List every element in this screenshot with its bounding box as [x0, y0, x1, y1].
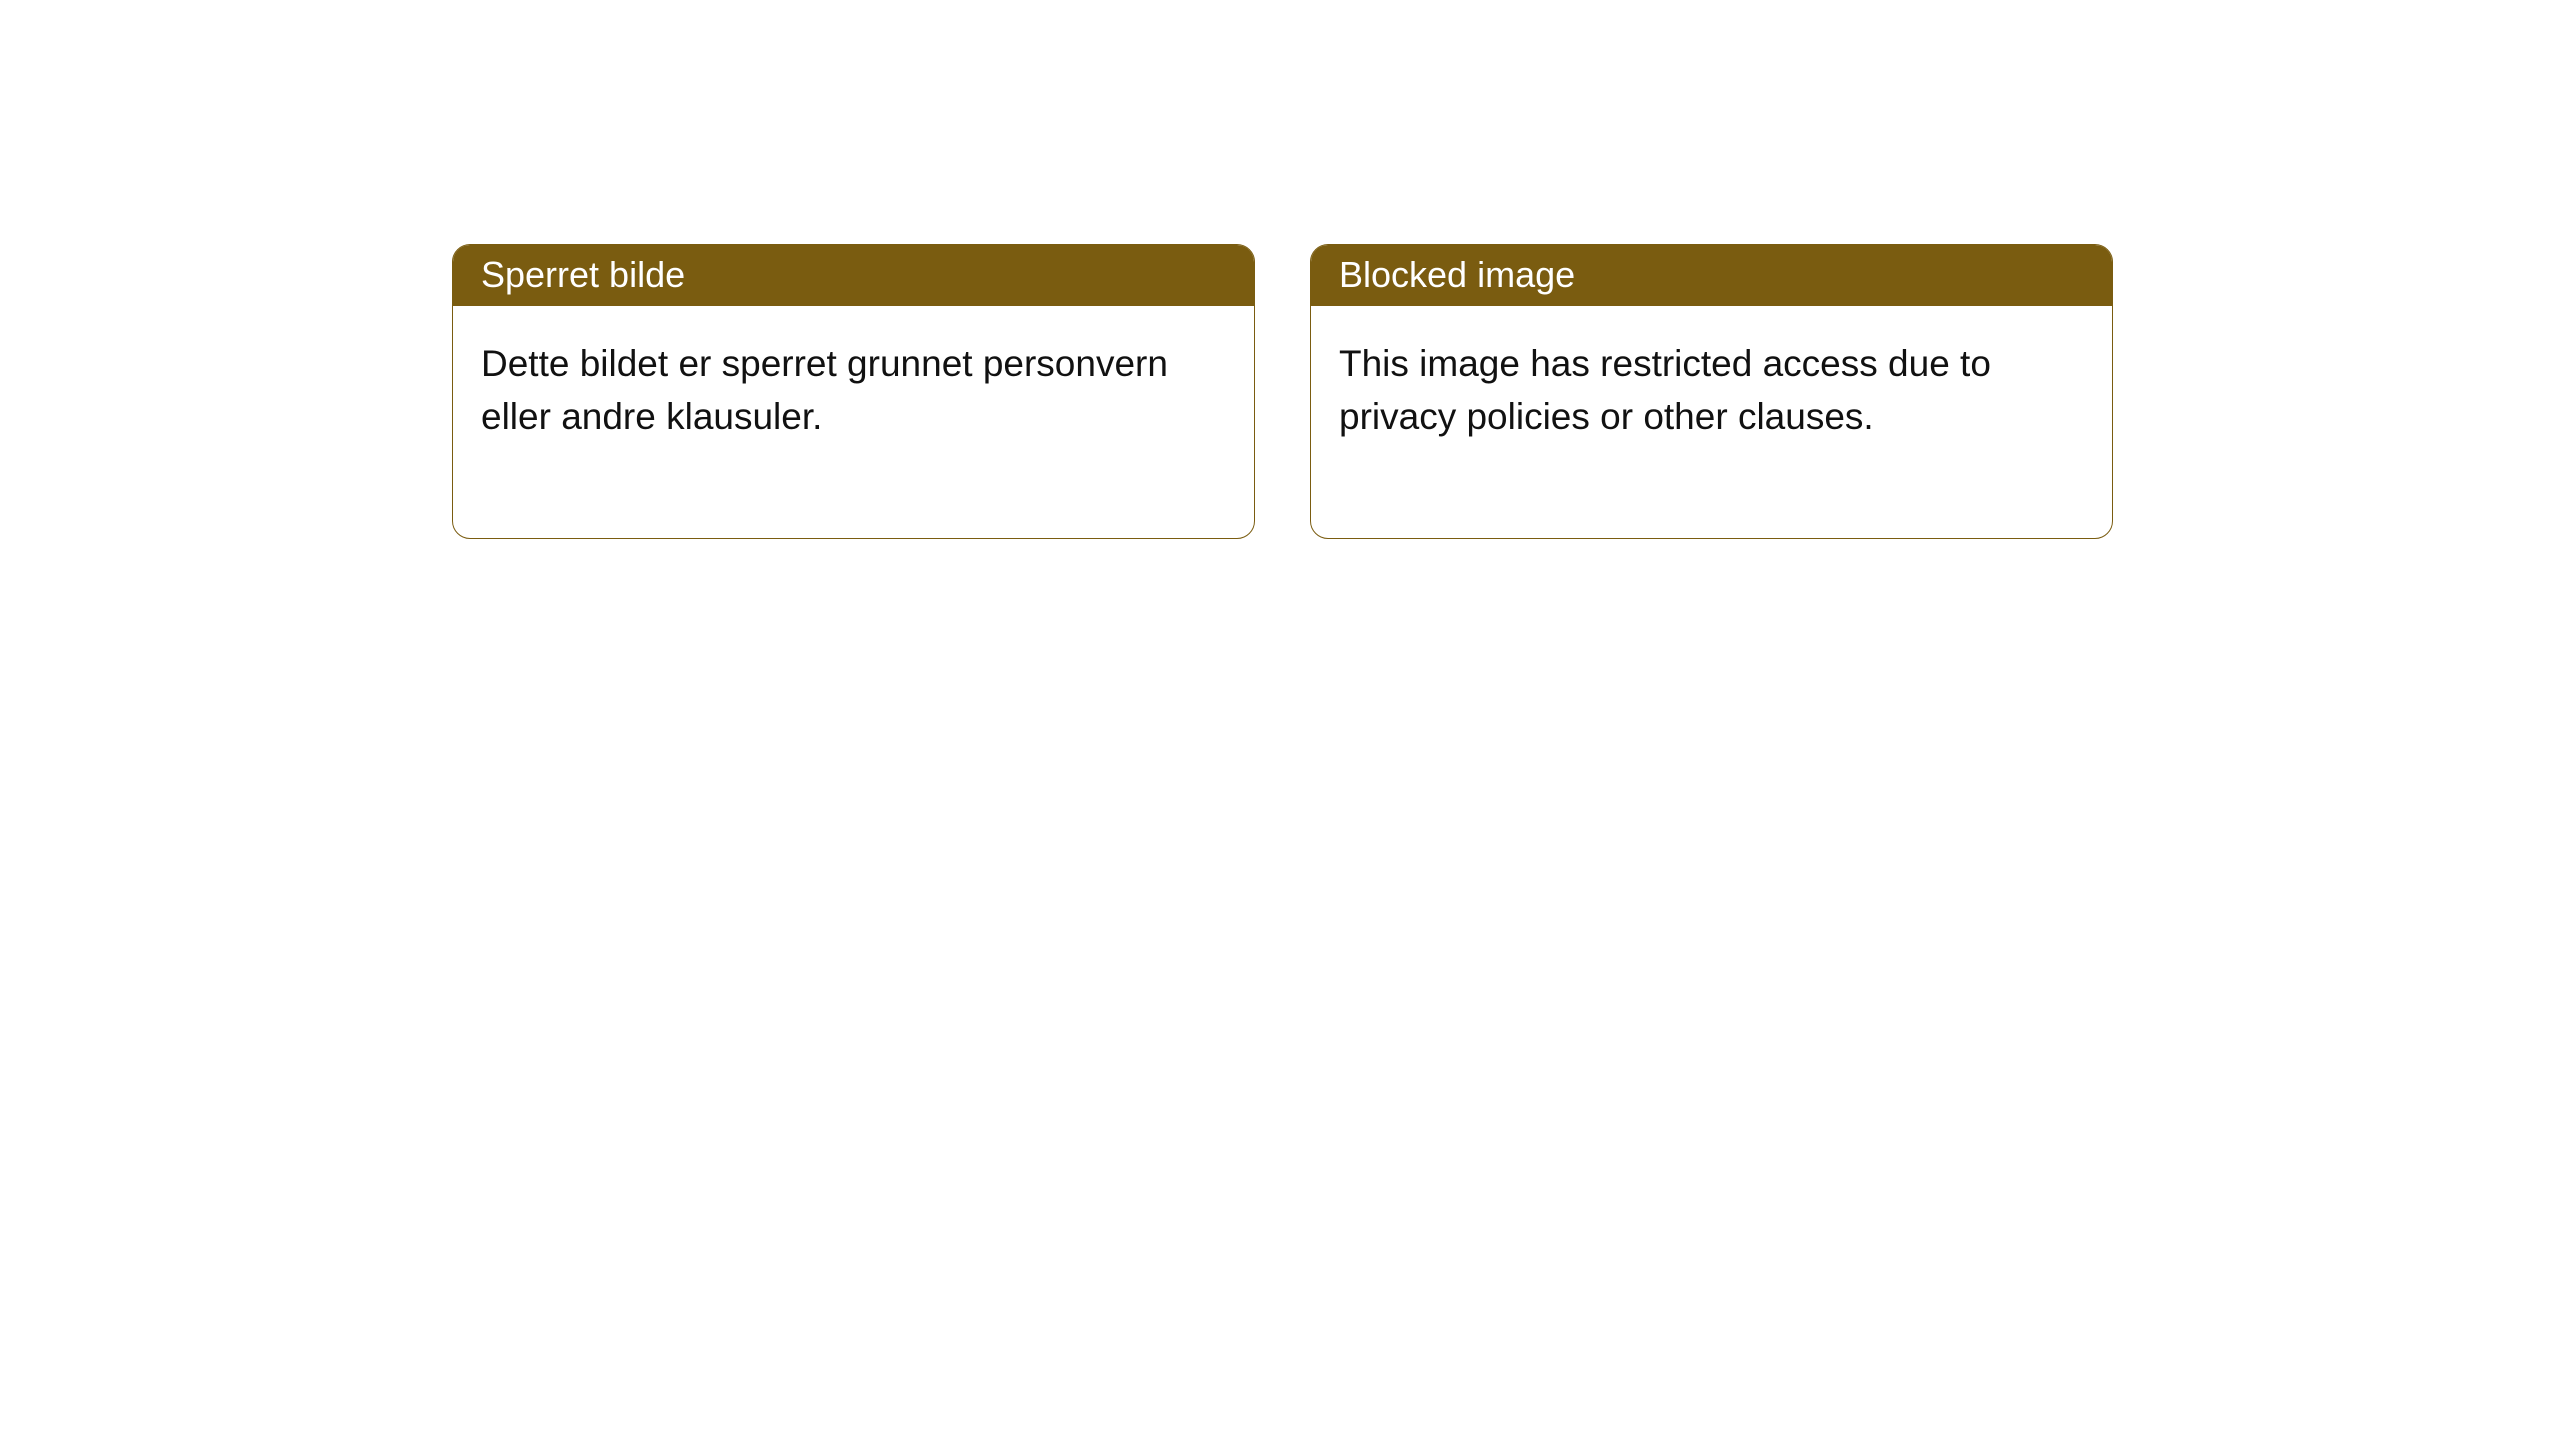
cards-container: Sperret bilde Dette bildet er sperret gr… — [452, 244, 2113, 539]
card-header-en: Blocked image — [1311, 245, 2112, 306]
card-body-en: This image has restricted access due to … — [1311, 306, 2112, 538]
card-header-no: Sperret bilde — [453, 245, 1254, 306]
card-body-no: Dette bildet er sperret grunnet personve… — [453, 306, 1254, 538]
blocked-image-card-en: Blocked image This image has restricted … — [1310, 244, 2113, 539]
blocked-image-card-no: Sperret bilde Dette bildet er sperret gr… — [452, 244, 1255, 539]
